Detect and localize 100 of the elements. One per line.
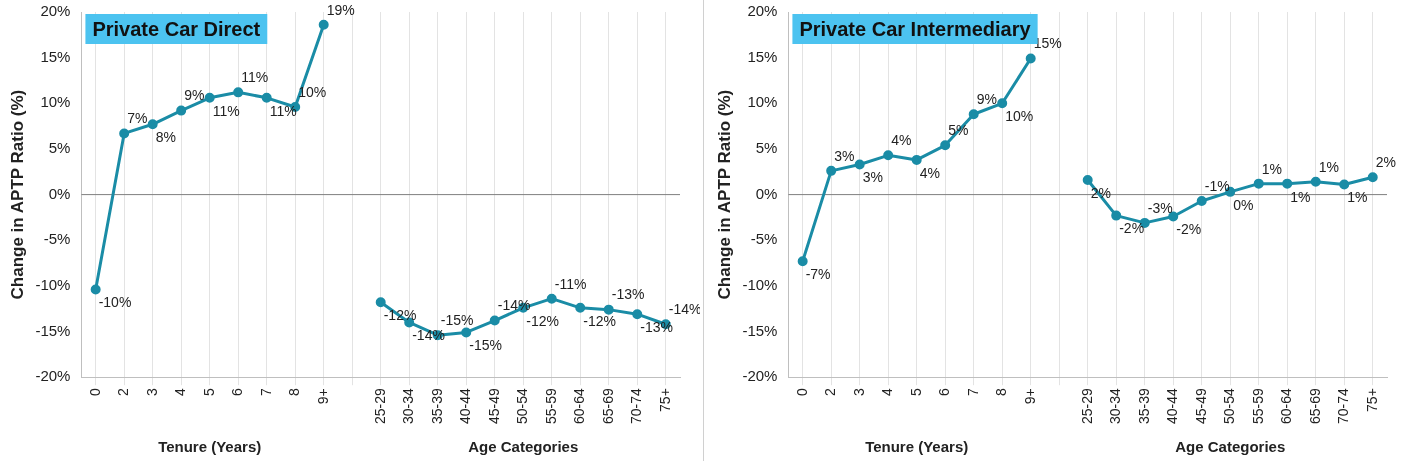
data-label: 1% <box>1290 188 1311 205</box>
chart-title: Private Car Intermediary <box>799 17 1032 40</box>
point <box>261 92 272 103</box>
x-tick-label: 75+ <box>656 388 673 412</box>
point <box>176 105 187 116</box>
point <box>489 315 500 326</box>
point <box>911 154 922 165</box>
point <box>233 87 244 98</box>
data-label: 11% <box>241 69 269 86</box>
x-tick-label: 2 <box>115 387 132 396</box>
point <box>375 297 386 308</box>
y-tick-label: -5% <box>750 230 778 248</box>
point <box>461 327 472 338</box>
data-label: 2% <box>1375 154 1396 171</box>
x-tick-label: 70-74 <box>628 387 645 425</box>
y-tick-label: -20% <box>742 367 778 385</box>
x-tick-label: 30-34 <box>400 387 417 425</box>
x-tick-label: 0 <box>793 387 810 396</box>
point <box>1111 210 1122 221</box>
data-label: -15% <box>440 312 474 329</box>
y-tick-label: 5% <box>755 139 778 157</box>
point <box>1168 211 1179 222</box>
point <box>204 92 215 103</box>
point <box>1025 53 1036 64</box>
data-label: 19% <box>326 1 355 18</box>
x-tick-label: 65-69 <box>1306 387 1323 425</box>
data-label: -3% <box>1147 199 1173 216</box>
y-tick-label: 20% <box>40 2 71 20</box>
y-tick-label: 0% <box>755 184 778 202</box>
data-label: 11% <box>269 102 297 119</box>
data-label: 10% <box>1005 108 1034 125</box>
data-label: -2% <box>1119 220 1145 237</box>
y-tick-label: -10% <box>742 276 778 294</box>
point <box>940 140 951 151</box>
x-tick-label: 35-39 <box>1135 387 1152 425</box>
y-axis-title: Change in APTP Ratio (%) <box>714 89 734 300</box>
y-tick-label: 20% <box>747 2 778 20</box>
x-tick-label: 50-54 <box>1221 387 1238 425</box>
point <box>575 302 586 313</box>
y-axis-title: Change in APTP Ratio (%) <box>7 89 27 300</box>
point <box>90 284 101 295</box>
point <box>318 19 329 30</box>
x-tick-label: 3 <box>850 387 867 396</box>
point <box>632 309 643 320</box>
x-tick-label: 65-69 <box>599 387 616 425</box>
y-tick-label: 5% <box>48 139 71 157</box>
data-label: -12% <box>526 312 559 329</box>
data-label: 3% <box>862 169 883 186</box>
data-label: 4% <box>891 132 912 149</box>
point <box>1196 195 1207 206</box>
x-tick-label: 4 <box>172 387 189 396</box>
data-label: 15% <box>1033 35 1062 52</box>
x-tick-label: 55-59 <box>542 387 559 425</box>
chart-title: Private Car Direct <box>92 17 261 40</box>
y-tick-label: -15% <box>742 321 778 339</box>
y-tick-label: -20% <box>35 367 71 385</box>
y-tick-label: -5% <box>43 230 71 248</box>
point <box>1253 178 1264 189</box>
x-tick-label: 25-29 <box>1078 387 1095 425</box>
data-label: -14% <box>497 297 531 314</box>
data-label: -12% <box>583 312 616 329</box>
point <box>826 165 837 176</box>
x-tick-label: 2 <box>822 387 839 396</box>
point <box>1310 176 1321 187</box>
point <box>1339 179 1350 190</box>
data-label: -13% <box>611 286 645 303</box>
x-tick-label: 25-29 <box>371 387 388 425</box>
x-tick-label: 30-34 <box>1107 387 1124 425</box>
x-tick-label: 9+ <box>1021 388 1038 405</box>
data-label: -15% <box>469 337 502 354</box>
y-tick-label: 15% <box>747 47 778 65</box>
data-label: 3% <box>834 147 855 164</box>
x-tick-label: 45-49 <box>1192 387 1209 425</box>
y-tick-label: 15% <box>40 47 71 65</box>
point <box>1282 178 1293 189</box>
x-tick-label: 9+ <box>314 388 331 405</box>
point <box>854 159 865 170</box>
x-tick-label: 7 <box>964 387 981 396</box>
data-label: 8% <box>155 129 176 146</box>
y-tick-label: -10% <box>35 276 71 294</box>
point <box>1367 172 1378 183</box>
point <box>997 98 1008 109</box>
x-tick-label: 40-44 <box>457 387 474 425</box>
x-tick-label: 40-44 <box>1164 387 1181 425</box>
data-label: -7% <box>805 266 831 283</box>
data-label: 1% <box>1261 160 1282 177</box>
y-tick-label: 10% <box>40 93 71 111</box>
text: Age Categories <box>468 437 579 455</box>
x-tick-label: 8 <box>286 387 303 396</box>
data-label: -13% <box>640 319 673 336</box>
y-tick-label: 10% <box>747 93 778 111</box>
x-tick-label: 6 <box>936 387 953 396</box>
point <box>797 256 808 267</box>
x-axis-title: Tenure (Years) <box>158 437 262 455</box>
data-label: 4% <box>919 164 940 181</box>
x-tick-label: 7 <box>257 387 274 396</box>
x-tick-label: 4 <box>879 387 896 396</box>
y-tick-label: -15% <box>35 321 71 339</box>
point <box>119 128 130 139</box>
x-tick-label: 35-39 <box>428 387 445 425</box>
